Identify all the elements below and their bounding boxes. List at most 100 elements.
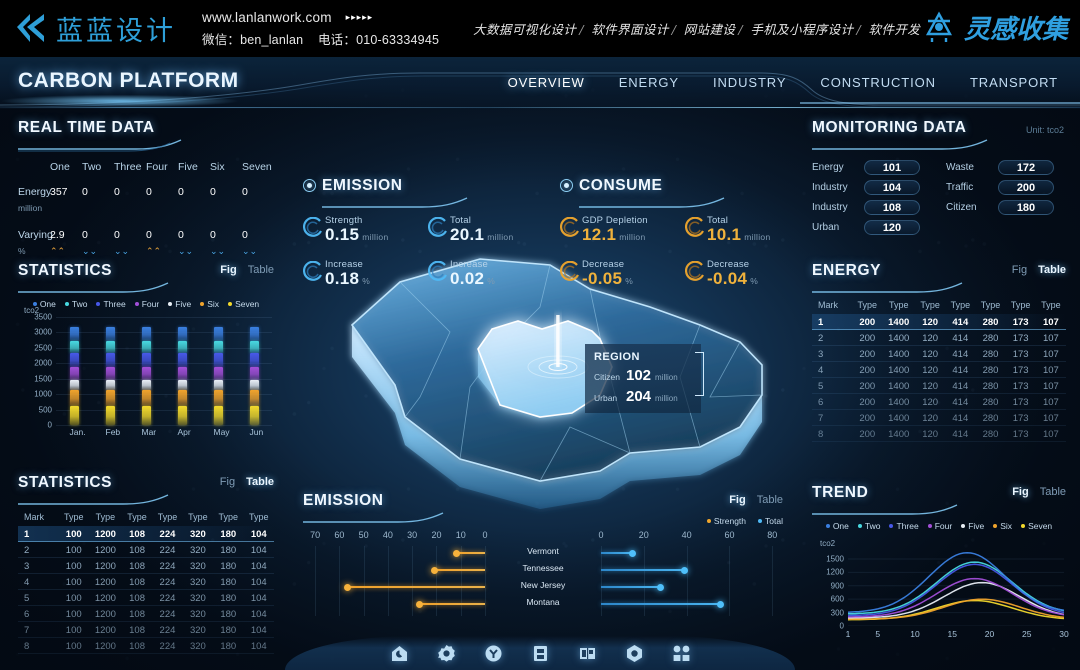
tab-fig[interactable]: Fig [729,494,746,506]
emission-title: EMISSION [322,177,403,194]
chart-icon[interactable] [578,644,597,663]
emission-row[interactable]: Montana [303,595,783,612]
table-row[interactable]: 5 100 1200 108 224 320 180 104 [18,590,274,606]
target-circle-icon[interactable] [484,644,503,663]
nav-item-overview[interactable]: OVERVIEW [507,75,585,90]
table-row[interactable]: 6 100 1200 108 224 320 180 104 [18,606,274,622]
bar-segment [177,326,187,341]
emission-row[interactable]: Tennessee [303,561,783,578]
category-label: Montana [526,597,560,607]
total-bar [601,603,721,605]
tab-fig[interactable]: Fig [1012,486,1029,498]
bar-column[interactable] [69,326,79,425]
table-cell: 107 [1042,316,1059,328]
table-row[interactable]: 7 200 1400 120 414 280 173 107 [812,410,1066,426]
bar-column[interactable] [249,326,259,425]
title-underline [812,282,1012,296]
table-row[interactable]: 2 200 1400 120 414 280 173 107 [812,330,1066,346]
trend-plot-area[interactable] [847,550,1065,627]
tab-table[interactable]: Table [1039,486,1066,498]
table-row[interactable]: 4 200 1400 120 414 280 173 107 [812,362,1066,378]
y-tick: 2000 [34,358,52,368]
table-cell: 1200 [94,544,116,556]
main-nav[interactable]: OVERVIEW ENERGY INDUSTRY CONSTRUCTION TR… [508,75,1058,90]
bar-segment [177,380,187,391]
trend-panel: TREND Fig Table One Two Three Four Five … [812,484,1069,639]
realtime-row-energy-unit: million [18,201,274,215]
title-underline [812,139,1022,153]
table-row[interactable]: 3 100 1200 108 224 320 180 104 [18,558,274,574]
table-cell: 200 [859,428,876,440]
nav-item-industry[interactable]: INDUSTRY [713,75,787,90]
emission-row[interactable]: Vermont [303,544,783,561]
table-row[interactable]: 3 200 1400 120 414 280 173 107 [812,346,1066,362]
tab-table[interactable]: Table [246,476,274,488]
table-cell: 7 [818,412,824,424]
emission-x-axis: 70 60 50 40 30 20 10 0 0 20 40 60 80 [303,530,783,544]
tab-fig[interactable]: Fig [1011,264,1028,276]
table-row[interactable]: 2 100 1200 108 224 320 180 104 [18,542,274,558]
table-cell: 107 [1042,428,1059,440]
statistics-chart-tabs[interactable]: Fig Table [220,264,274,276]
tab-table[interactable]: Table [1038,264,1066,276]
monitoring-row: Industry 108 [812,197,932,217]
dashboard-root: CARBON PLATFORM OVERVIEW ENERGY INDUSTRY… [0,57,1080,670]
bar-column[interactable] [177,326,187,425]
table-row[interactable]: 1 200 1400 120 414 280 173 107 [812,314,1066,330]
bar-column[interactable] [213,326,223,425]
table-row[interactable]: 7 100 1200 108 224 320 180 104 [18,622,274,638]
table-header-row: Mark Type Type Type Type Type Type Type [18,510,274,526]
home-icon[interactable] [390,644,409,663]
statistics-table-tabs[interactable]: Fig Table [220,476,274,488]
region-row-urban: Urban 204 million [594,388,692,405]
stat-decrease-2: Decrease -0.04% [685,259,810,289]
bar-column[interactable] [105,326,115,425]
emission-bottom-tabs[interactable]: Fig Table [729,494,783,506]
energy-table-tabs[interactable]: Fig Table [1012,264,1066,276]
settings-gear-icon[interactable] [437,644,456,663]
legend-four: Four [927,521,952,531]
table-cell: 224 [159,608,176,620]
tab-table[interactable]: Table [247,264,274,276]
cell-value: 0 [178,185,184,198]
table-row[interactable]: 5 200 1400 120 414 280 173 107 [812,378,1066,394]
table-row[interactable]: 8 200 1400 120 414 280 173 107 [812,426,1066,442]
emission-row[interactable]: New Jersey [303,578,783,595]
legend-one: One [825,521,849,531]
bar-column[interactable] [141,326,151,425]
statistics-table[interactable]: Mark Type Type Type Type Type Type Type 1 100 1200… [18,510,274,654]
tab-fig[interactable]: Fig [220,264,237,276]
table-row[interactable]: 8 100 1200 108 224 320 180 104 [18,638,274,654]
table-cell: 173 [1012,396,1029,408]
hexagon-icon[interactable] [625,644,644,663]
column-header: Type [950,300,971,310]
cell-value: 0 [210,185,216,198]
statistics-bar-chart[interactable]: tco2 3500 3000 2500 2000 1500 1000 500 0 Jan. Fe… [18,306,274,439]
table-cell: 104 [250,560,267,572]
energy-table[interactable]: Mark Type Type Type Type Type Type Type 1 200 1400… [812,298,1066,442]
nav-item-transport[interactable]: TRANSPORT [969,75,1058,90]
table-row[interactable]: 6 200 1400 120 414 280 173 107 [812,394,1066,410]
target-icon [560,179,573,192]
bar-segment [105,353,115,367]
trend-tabs[interactable]: Fig Table [1012,486,1066,498]
x-tick-left: 20 [431,530,442,540]
cell-value: 0 [210,228,216,241]
emission-plot-area[interactable]: Vermont Tennessee New Jersey Montana [303,544,783,616]
arc-icon [685,217,704,237]
tab-table[interactable]: Table [756,494,783,506]
bar-segment [177,353,187,367]
metric-label: Waste [946,161,974,173]
table-cell: 173 [1012,364,1029,376]
nav-item-energy[interactable]: ENERGY [618,75,679,90]
nav-item-construction[interactable]: CONSTRUCTION [820,75,936,90]
grid-line [485,546,486,616]
trend-lines-svg [847,551,1065,627]
tab-fig[interactable]: Fig [219,476,236,488]
document-icon[interactable] [531,644,550,663]
grid-apps-icon[interactable] [672,644,691,663]
row-label: Varying [18,228,53,241]
table-row[interactable]: 1 100 1200 108 224 320 180 104 [18,526,274,542]
region-tooltip[interactable]: REGION Citizen 102 million Urban 204 mil… [585,344,704,413]
table-row[interactable]: 4 100 1200 108 224 320 180 104 [18,574,274,590]
